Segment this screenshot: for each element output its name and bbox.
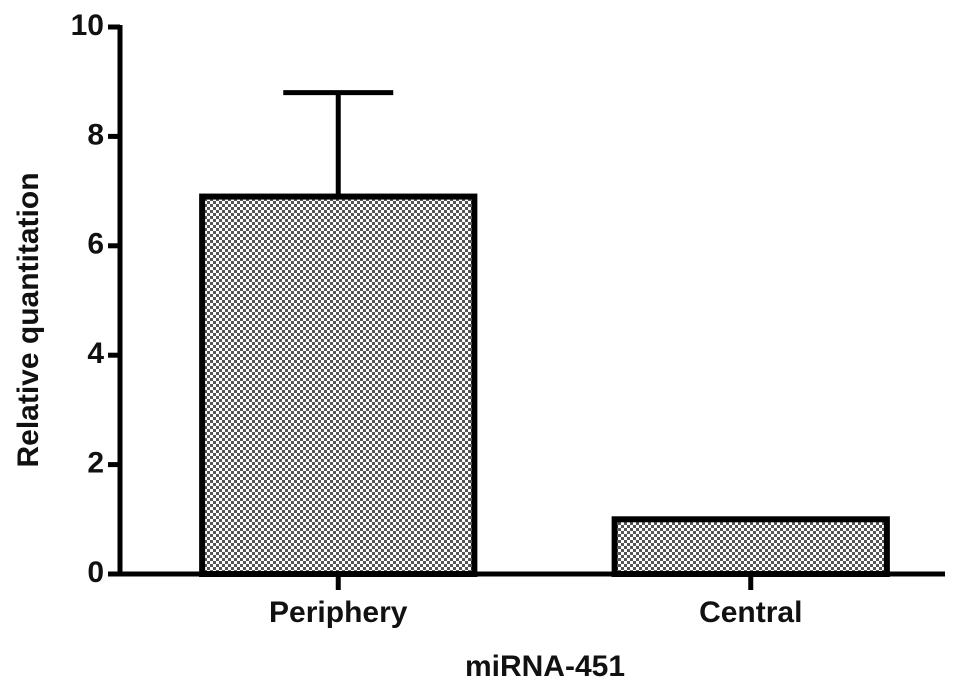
- y-axis-title: Relative quantitation: [12, 172, 45, 467]
- bar: [611, 516, 890, 577]
- y-tick-label: 10: [71, 9, 104, 42]
- x-tick-label: Periphery: [269, 596, 408, 629]
- y-tick-label: 2: [87, 447, 104, 480]
- bar: [199, 193, 478, 577]
- y-tick-label: 6: [87, 228, 104, 261]
- x-axis-title: miRNA-451: [465, 650, 625, 683]
- x-tick-label: Central: [699, 596, 802, 629]
- y-tick-label: 8: [87, 118, 104, 151]
- y-tick-label: 4: [87, 337, 104, 370]
- y-tick-label: 0: [87, 556, 104, 589]
